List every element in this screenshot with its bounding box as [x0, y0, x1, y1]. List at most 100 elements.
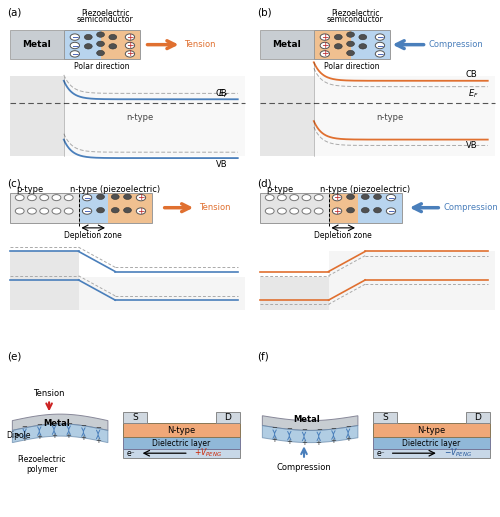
Text: Dipole: Dipole: [6, 431, 30, 440]
Text: semiconductor: semiconductor: [327, 15, 384, 24]
Circle shape: [64, 208, 73, 214]
Polygon shape: [12, 424, 108, 443]
Bar: [64, 31, 100, 59]
Circle shape: [136, 194, 145, 201]
Circle shape: [52, 208, 61, 214]
Text: e⁻: e⁻: [376, 449, 385, 458]
Circle shape: [320, 34, 330, 40]
Circle shape: [112, 194, 119, 200]
Bar: [10, 31, 64, 59]
Text: S: S: [132, 414, 138, 422]
Text: +: +: [126, 50, 134, 58]
Text: Polar direction: Polar direction: [324, 62, 380, 71]
Bar: [260, 31, 314, 59]
Circle shape: [332, 208, 342, 214]
Text: −: −: [80, 423, 86, 429]
Bar: [216, 413, 240, 423]
Text: Tension: Tension: [198, 203, 230, 212]
Text: n-type: n-type: [126, 113, 154, 122]
Text: p-type: p-type: [266, 185, 293, 194]
Circle shape: [376, 51, 384, 57]
Circle shape: [96, 41, 104, 47]
Circle shape: [16, 208, 24, 214]
Circle shape: [84, 43, 92, 49]
Circle shape: [28, 208, 36, 214]
Text: −: −: [376, 50, 384, 58]
Circle shape: [84, 35, 92, 40]
Text: −: −: [316, 427, 322, 433]
Text: e⁻: e⁻: [126, 449, 135, 458]
Text: (c): (c): [8, 178, 21, 188]
Text: −: −: [376, 33, 384, 41]
Text: +: +: [51, 433, 57, 439]
Text: −: −: [84, 207, 91, 216]
Text: (a): (a): [8, 8, 22, 18]
Text: −: −: [95, 425, 101, 431]
Text: −$V_{PENG}$: −$V_{PENG}$: [444, 447, 471, 460]
Polygon shape: [262, 425, 358, 443]
Circle shape: [359, 43, 366, 49]
Circle shape: [314, 208, 323, 214]
Circle shape: [278, 208, 286, 214]
Text: Metal: Metal: [293, 415, 320, 424]
Text: −: −: [66, 421, 71, 427]
Text: S: S: [382, 414, 388, 422]
Bar: [10, 251, 78, 310]
Text: +: +: [95, 438, 101, 444]
Bar: [122, 449, 240, 458]
Circle shape: [346, 50, 354, 56]
Circle shape: [70, 42, 80, 49]
Circle shape: [302, 194, 311, 201]
Bar: [10, 75, 64, 156]
Bar: [372, 449, 490, 458]
Circle shape: [386, 194, 396, 201]
Polygon shape: [262, 416, 358, 430]
Circle shape: [374, 207, 382, 213]
Text: D: D: [474, 414, 482, 422]
Circle shape: [124, 207, 132, 213]
Circle shape: [112, 207, 119, 213]
Text: +: +: [126, 33, 134, 41]
Bar: [122, 413, 147, 423]
Bar: [328, 192, 402, 223]
Circle shape: [278, 194, 286, 201]
Text: +: +: [321, 33, 328, 41]
Text: +: +: [137, 193, 144, 202]
Text: VB: VB: [466, 141, 477, 150]
Circle shape: [96, 32, 104, 37]
Circle shape: [40, 194, 48, 201]
Circle shape: [346, 32, 354, 37]
Circle shape: [362, 207, 369, 213]
Text: (f): (f): [258, 352, 269, 361]
Text: D: D: [224, 414, 232, 422]
Text: +: +: [22, 436, 28, 443]
Circle shape: [16, 194, 24, 201]
Text: (b): (b): [258, 8, 272, 18]
Bar: [314, 75, 495, 156]
Circle shape: [359, 35, 366, 40]
Text: +: +: [321, 41, 328, 50]
Bar: [372, 413, 397, 423]
Bar: [466, 413, 490, 423]
Circle shape: [334, 43, 342, 49]
Bar: [122, 437, 240, 449]
Circle shape: [266, 208, 274, 214]
Bar: [64, 31, 140, 59]
Text: Depletion zone: Depletion zone: [64, 231, 122, 240]
Text: +: +: [334, 193, 341, 202]
Circle shape: [82, 208, 92, 214]
Circle shape: [64, 194, 73, 201]
Bar: [260, 277, 328, 310]
Circle shape: [320, 42, 330, 49]
Text: n-type (piezoelectric): n-type (piezoelectric): [70, 185, 160, 194]
Text: +: +: [36, 434, 42, 440]
Bar: [78, 277, 245, 310]
Text: VB: VB: [216, 160, 228, 169]
Bar: [372, 437, 490, 449]
Text: −: −: [84, 193, 91, 202]
Circle shape: [96, 207, 104, 213]
Bar: [328, 192, 358, 223]
Text: Piezoelectric: Piezoelectric: [331, 9, 380, 19]
Text: Compression: Compression: [429, 40, 484, 49]
Text: −: −: [376, 41, 384, 50]
